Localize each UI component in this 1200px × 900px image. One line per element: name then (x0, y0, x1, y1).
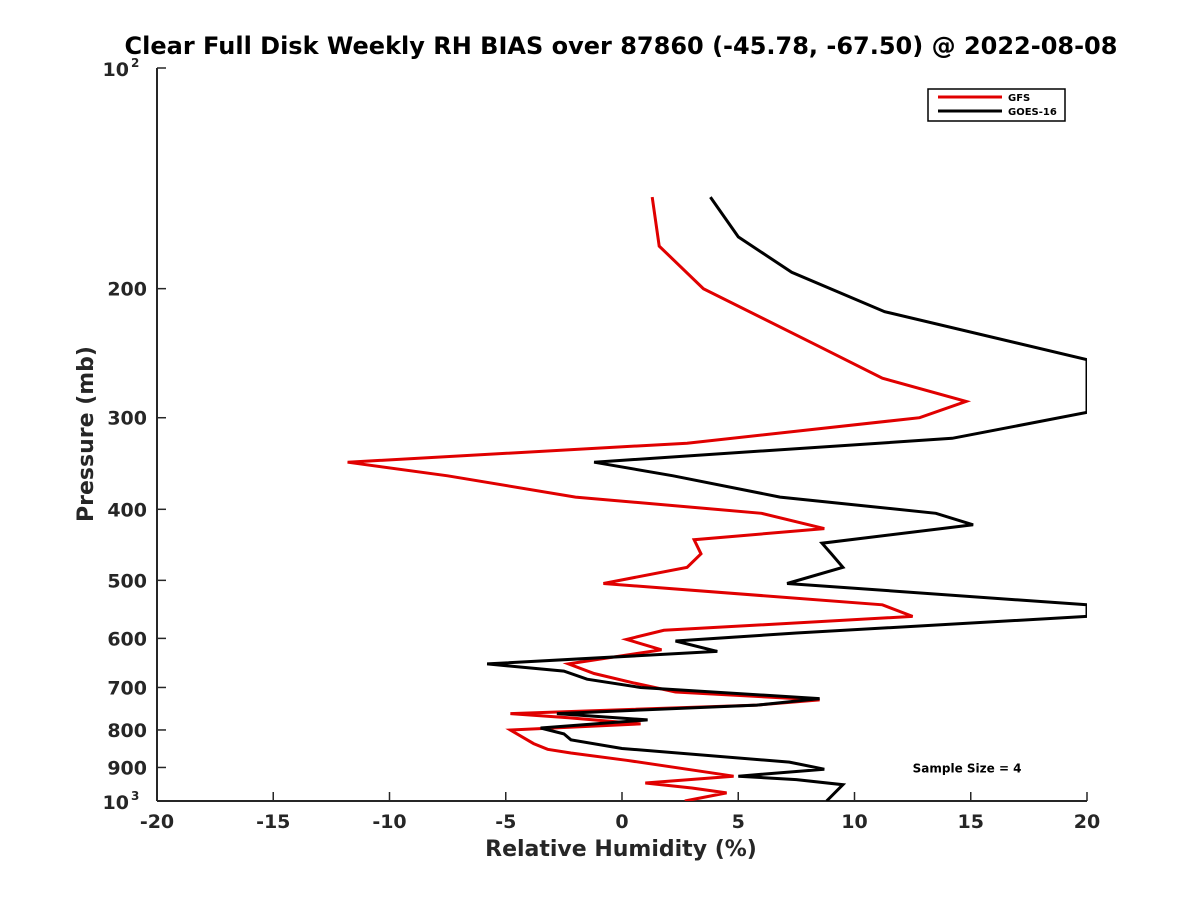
legend: GFS GOES-16 (927, 88, 1066, 122)
series-line-gfs (347, 196, 972, 801)
x-tick-label: -15 (256, 811, 290, 833)
y-tick-label-exponent: 2 (131, 56, 139, 70)
legend-label-goes16: GOES-16 (1008, 107, 1057, 118)
legend-box (927, 88, 1066, 122)
x-tick-label: 0 (615, 811, 628, 833)
y-tick-label: 800 (107, 720, 147, 742)
y-tick-label: 200 (107, 279, 147, 301)
y-axis-label: Pressure (mb) (74, 346, 99, 522)
chart-title: Clear Full Disk Weekly RH BIAS over 8786… (125, 32, 1118, 60)
plot-series (347, 196, 1087, 801)
y-tick-label: 900 (107, 757, 147, 779)
y-tick-label: 10 (103, 792, 129, 814)
y-tick-label: 300 (107, 408, 147, 430)
x-tick-label: 20 (1074, 811, 1100, 833)
x-tick-label: 10 (841, 811, 867, 833)
y-tick-label: 500 (107, 570, 147, 592)
y-tick-label-exponent: 3 (131, 789, 139, 803)
y-tick-label: 10 (103, 59, 129, 81)
x-tick-label: -5 (495, 811, 516, 833)
x-axis-label: Relative Humidity (%) (485, 837, 757, 862)
x-tick-label: 5 (732, 811, 745, 833)
y-tick-label: 600 (107, 628, 147, 650)
y-tick-label: 700 (107, 677, 147, 699)
series-line-goes16 (486, 196, 1087, 801)
x-tick-label: -10 (372, 811, 406, 833)
y-tick-label: 400 (107, 499, 147, 521)
legend-label-gfs: GFS (1008, 93, 1030, 104)
plot-area (157, 68, 1087, 801)
x-tick-label: -20 (140, 811, 174, 833)
x-tick-label: 15 (958, 811, 984, 833)
sample-size-annotation: Sample Size = 4 (913, 761, 1022, 775)
